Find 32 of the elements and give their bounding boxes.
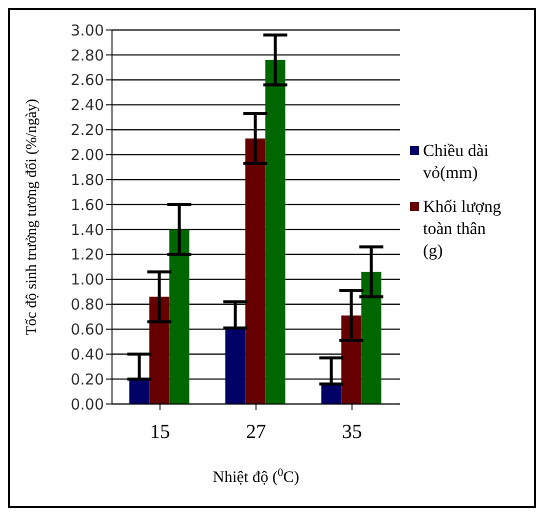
- bar: [169, 229, 190, 404]
- bar: [245, 138, 266, 404]
- bar: [225, 328, 246, 404]
- x-tick-label: 35: [342, 421, 362, 444]
- y-tick-label: 0.40: [70, 345, 104, 364]
- bar: [341, 315, 362, 404]
- y-tick-label: 0.00: [70, 395, 104, 414]
- bar: [361, 272, 382, 404]
- y-tick-label: 1.20: [70, 246, 104, 264]
- x-tick-label: 27: [246, 421, 266, 444]
- y-tick-label: 1.60: [70, 196, 104, 214]
- bar: [129, 379, 150, 404]
- y-tick-label: 1.80: [70, 170, 104, 189]
- y-tick-label: 3.00: [70, 21, 104, 40]
- y-tick-label: 2.00: [70, 146, 104, 164]
- bar: [265, 60, 286, 404]
- y-tick-label: 2.80: [70, 46, 104, 64]
- y-tick-label: 0.80: [70, 296, 104, 314]
- bar: [149, 296, 170, 404]
- y-tick-label: 2.20: [70, 121, 104, 140]
- y-tick-label: 0.60: [70, 320, 104, 339]
- y-tick-label: 1.40: [70, 220, 104, 239]
- y-tick-label: 1.00: [70, 270, 104, 289]
- x-axis-title: Nhiệt độ ($^{0}$C): [212, 467, 300, 486]
- y-tick-label: 0.20: [70, 370, 104, 388]
- legend-label: Chiều dài vỏ(mm): [423, 140, 490, 184]
- y-tick-label: 2.40: [70, 96, 104, 114]
- legend-label: Khối lượng toàn thân (g): [423, 196, 502, 262]
- y-tick-label: 2.60: [70, 71, 104, 90]
- y-axis-title: Tốc độ sinh trưởng tương đối (%/ngày): [24, 98, 40, 336]
- bar: [321, 384, 342, 404]
- x-tick-label: 15: [150, 421, 170, 444]
